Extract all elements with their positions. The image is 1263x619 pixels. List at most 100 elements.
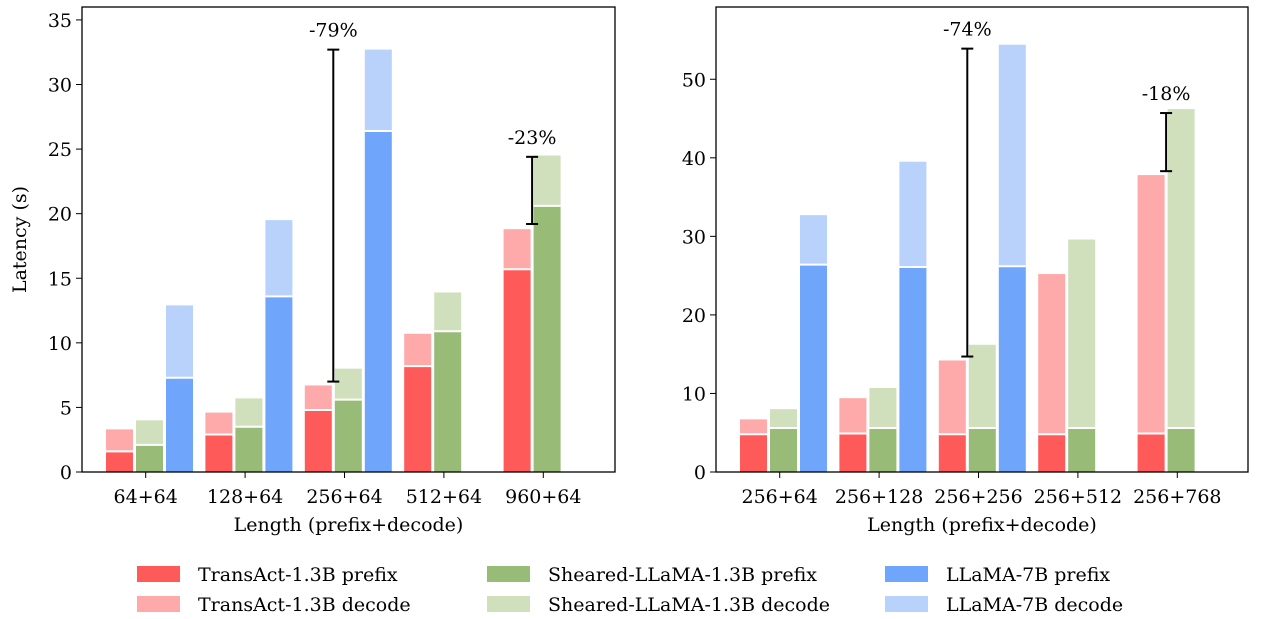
bar-prefix: [106, 451, 133, 472]
bar-decode: [968, 344, 996, 429]
bar-prefix: [839, 433, 867, 472]
legend-swatch: [885, 596, 928, 612]
bar-decode: [899, 161, 927, 267]
bar-decode: [106, 429, 133, 452]
bar-decode: [533, 155, 561, 206]
bar-decode: [265, 220, 293, 297]
x-axis-label: Length (prefix+decode): [234, 514, 464, 536]
bar-prefix: [334, 399, 362, 472]
bar-prefix: [434, 331, 462, 472]
bar-prefix: [800, 264, 827, 472]
bar-decode: [740, 419, 767, 435]
x-tick-label: 64+64: [114, 486, 178, 508]
bar-decode: [235, 398, 263, 427]
bar-prefix: [235, 426, 263, 472]
legend-swatch: [137, 566, 180, 582]
annotation-label: -18%: [1142, 83, 1191, 105]
bar-decode: [304, 385, 332, 410]
bar-prefix: [304, 410, 332, 472]
bar-decode: [800, 215, 827, 265]
y-tick-label: 0: [694, 462, 706, 484]
y-tick-label: 10: [48, 333, 72, 355]
y-tick-label: 40: [682, 148, 706, 170]
bar-decode: [404, 333, 432, 367]
bar-decode: [1068, 239, 1096, 429]
bar-prefix: [364, 131, 392, 472]
bar-decode: [136, 420, 163, 445]
x-tick-label: 256+128: [835, 486, 923, 508]
bar-decode: [1038, 274, 1066, 435]
legend: TransAct-1.3B prefix TransAct-1.3B decode…: [137, 564, 1123, 616]
y-tick-label: 25: [48, 139, 72, 161]
legend-swatch: [487, 566, 530, 582]
bar-decode: [1137, 175, 1165, 434]
bar-decode: [770, 409, 797, 429]
bar-prefix: [1167, 428, 1195, 472]
bar-prefix: [1068, 428, 1096, 472]
y-tick-label: 5: [60, 397, 72, 419]
legend-label: TransAct-1.3B prefix: [198, 564, 398, 586]
bar-decode: [434, 292, 462, 332]
x-tick-label: 128+64: [207, 486, 283, 508]
legend-label: TransAct-1.3B decode: [198, 594, 411, 616]
plot-frame: [81, 6, 616, 473]
bar-decode: [364, 49, 392, 131]
bar-decode: [334, 368, 362, 400]
x-axis-label: Length (prefix+decode): [867, 514, 1097, 536]
legend-swatch: [487, 596, 530, 612]
x-tick-label: 256+512: [1034, 486, 1122, 508]
bar-prefix: [740, 434, 767, 472]
y-tick-label: 20: [682, 305, 706, 327]
y-tick-label: 0: [60, 462, 72, 484]
chart-panel-right: 256+64 256+128 256+256 256+512 256+768 0 10 20 3…: [682, 6, 1249, 536]
bar-prefix: [136, 444, 163, 472]
legend-label: LLaMA-7B decode: [946, 594, 1123, 616]
y-tick-label: 10: [682, 383, 706, 405]
bar-prefix: [1038, 434, 1066, 472]
bar-prefix: [265, 296, 293, 472]
annotation-label: -23%: [508, 127, 557, 149]
bar-prefix: [968, 428, 996, 472]
y-tick-label: 50: [682, 69, 706, 91]
bar-decode: [1167, 109, 1195, 429]
y-tick-label: 20: [48, 204, 72, 226]
bar-prefix: [503, 269, 531, 472]
bar-prefix: [770, 428, 797, 472]
plot-frame: [715, 6, 1249, 473]
y-tick-label: 35: [48, 10, 72, 32]
bar-decode: [869, 387, 897, 429]
bar-decode: [998, 44, 1026, 267]
bar-prefix: [998, 266, 1026, 472]
bar-prefix: [166, 377, 193, 472]
annotation-label: -79%: [309, 20, 358, 42]
chart-panel-left: 64+64 128+64 256+64 512+64 960+64 0 5 10 15 20 25 3…: [9, 6, 616, 536]
bar-prefix: [938, 434, 966, 472]
y-tick-label: 30: [682, 226, 706, 248]
legend-label: LLaMA-7B prefix: [946, 564, 1110, 586]
bar-prefix: [1137, 433, 1165, 472]
y-tick-label: 15: [48, 268, 72, 290]
bar-decode: [503, 229, 531, 270]
bar-prefix: [404, 366, 432, 472]
y-tick-label: 30: [48, 75, 72, 97]
bar-decode: [166, 305, 193, 378]
bar-decode: [205, 412, 233, 435]
bar-prefix: [205, 434, 233, 472]
x-tick-label: 256+64: [742, 486, 818, 508]
legend-swatch: [885, 566, 928, 582]
x-tick-label: 256+768: [1133, 486, 1221, 508]
bar-decode: [839, 398, 867, 434]
legend-swatch: [137, 596, 180, 612]
bar-prefix: [533, 205, 561, 472]
x-tick-label: 256+64: [306, 486, 382, 508]
legend-label: Sheared-LLaMA-1.3B decode: [548, 594, 830, 616]
x-tick-label: 960+64: [505, 486, 581, 508]
x-tick-label: 256+256: [934, 486, 1022, 508]
legend-label: Sheared-LLaMA-1.3B prefix: [548, 564, 817, 586]
annotation-label: -74%: [943, 19, 992, 41]
bar-decode: [938, 360, 966, 435]
y-axis-label: Latency (s): [9, 186, 31, 293]
x-tick-label: 512+64: [406, 486, 482, 508]
bar-prefix: [869, 428, 897, 472]
